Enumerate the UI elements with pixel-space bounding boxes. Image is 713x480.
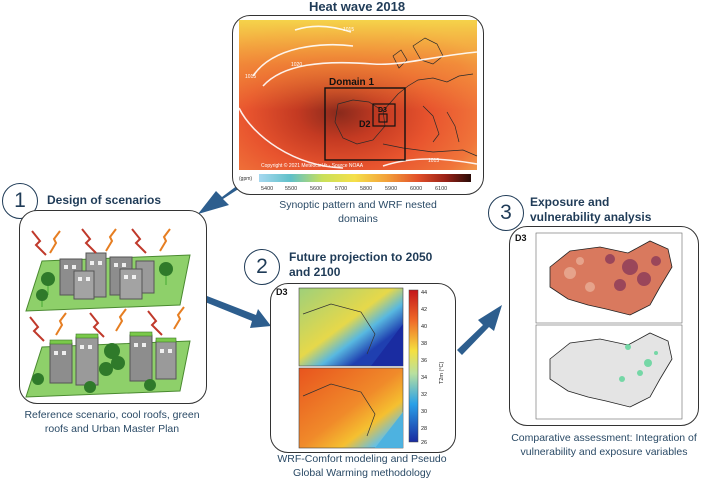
domain3-label: D3 bbox=[378, 107, 387, 114]
heatwave-caption: Synoptic pattern and WRF nested domains bbox=[279, 199, 437, 225]
isoline-label-1: 1015 bbox=[343, 27, 354, 33]
scale-tick: 5600 bbox=[310, 186, 322, 192]
domain2-label: D2 bbox=[359, 119, 371, 129]
domain1-box bbox=[324, 87, 406, 161]
trees-top bbox=[36, 262, 173, 307]
exposure-maps bbox=[535, 232, 683, 420]
map-copyright: Copyright © 2021 Meteociel.fr - Source N… bbox=[261, 162, 364, 169]
synoptic-map: 1015 1020 1015 1015 Domain 1 D2 D3 Copyr… bbox=[238, 20, 478, 192]
heatwave-title: Heat wave 2018 bbox=[308, 0, 406, 14]
buildings-bottom bbox=[49, 334, 177, 386]
geopotential-colorscale bbox=[259, 174, 471, 182]
scenarios-illustration bbox=[25, 228, 191, 398]
isolines bbox=[238, 25, 478, 169]
projection-maps: 44 42 40 38 36 34 32 30 28 26 T2m (°C) bbox=[298, 287, 445, 449]
step3-caption: Comparative assessment: Integration of v… bbox=[511, 432, 697, 458]
colorbar-tick: 42 bbox=[421, 307, 427, 313]
exposure-panel bbox=[509, 226, 699, 426]
step2-caption: WRF-Comfort modeling and Pseudo Global W… bbox=[277, 453, 447, 479]
domain3-box bbox=[378, 113, 388, 123]
step2-domain-label: D3 bbox=[276, 287, 288, 297]
step-number-3: 3 bbox=[488, 195, 524, 231]
domain2-box bbox=[372, 103, 396, 127]
scale-tick: 5500 bbox=[285, 186, 297, 192]
colorbar-label: T2m (°C) bbox=[439, 361, 445, 384]
scale-ticks: 5400 5500 5600 5700 5800 5900 6000 6100 bbox=[261, 186, 447, 192]
exposure-map bbox=[549, 332, 673, 408]
colorbar-tick: 36 bbox=[421, 358, 427, 364]
scale-tick: 5800 bbox=[360, 186, 372, 192]
scenarios-panel bbox=[19, 210, 207, 404]
scale-tick: 6000 bbox=[410, 186, 422, 192]
colorbar-tick: 26 bbox=[421, 440, 427, 446]
scale-tick: 5700 bbox=[335, 186, 347, 192]
step3-title: Exposure and vulnerability analysis bbox=[530, 195, 652, 224]
isoline-label-4: 1015 bbox=[428, 158, 439, 164]
colorbar-tick: 38 bbox=[421, 341, 427, 347]
colorbar-tick: 32 bbox=[421, 392, 427, 398]
trees-bottom bbox=[32, 343, 156, 393]
step-number-2: 2 bbox=[244, 249, 280, 285]
scale-unit: (gpm) bbox=[239, 176, 252, 182]
step3-domain-label: D3 bbox=[515, 233, 527, 243]
arrow-to-scenarios bbox=[198, 185, 240, 214]
colorbar-ticks: 44 42 40 38 36 34 32 30 28 26 bbox=[421, 290, 427, 446]
domain1-label: Domain 1 bbox=[329, 77, 374, 88]
isoline-label-3: 1015 bbox=[245, 74, 256, 80]
arrow-to-exposure bbox=[457, 305, 502, 355]
colorbar-tick: 40 bbox=[421, 324, 427, 330]
temperature-colorbar bbox=[408, 289, 419, 443]
step1-title: Design of scenarios bbox=[47, 193, 162, 207]
projection-panel: 44 42 40 38 36 34 32 30 28 26 T2m (°C) bbox=[270, 283, 456, 453]
scale-tick: 5400 bbox=[261, 186, 273, 192]
isoline-label-2: 1020 bbox=[291, 62, 302, 68]
colorbar-tick: 44 bbox=[421, 290, 427, 296]
colorbar-tick: 30 bbox=[421, 409, 427, 415]
arrow-to-projection bbox=[205, 296, 271, 328]
radiation-arrows-bottom bbox=[29, 306, 185, 342]
radiation-arrows-top bbox=[31, 228, 171, 256]
colorbar-tick: 28 bbox=[421, 426, 427, 432]
colorbar-tick: 34 bbox=[421, 375, 427, 381]
scale-tick: 5900 bbox=[385, 186, 397, 192]
step1-caption: Reference scenario, cool roofs, green ro… bbox=[24, 409, 200, 435]
scale-tick: 6100 bbox=[435, 186, 447, 192]
heatwave-panel: 1015 1020 1015 1015 Domain 1 D2 D3 Copyr… bbox=[232, 15, 484, 195]
step2-title: Future projection to 2050 and 2100 bbox=[289, 250, 433, 279]
